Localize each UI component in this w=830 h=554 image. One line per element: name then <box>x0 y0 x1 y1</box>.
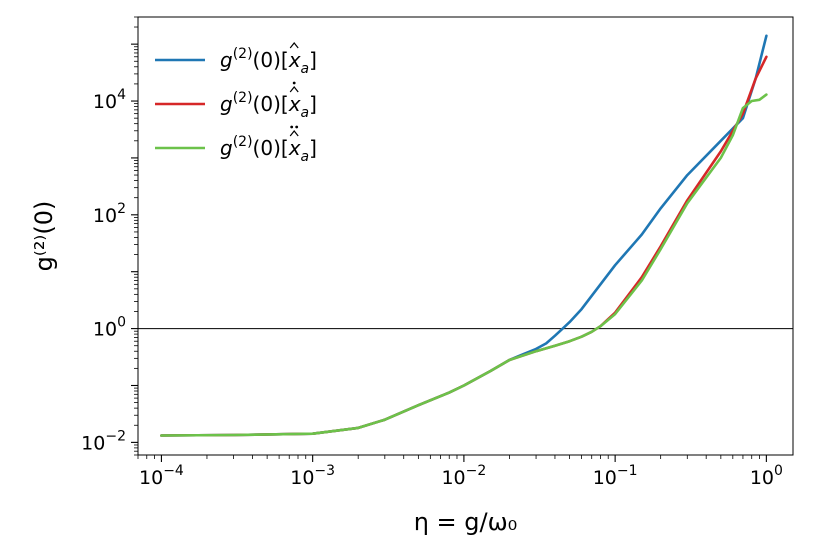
legend-label-xa-dot: g(2)(0)[xa] <box>220 90 317 121</box>
legend-label-xa: g(2)(0)[xa] <box>220 46 317 77</box>
x-tick-label: 100 <box>750 463 783 489</box>
x-tick-label: 10−3 <box>290 463 335 489</box>
y-tick-label: 10−2 <box>81 428 126 454</box>
hat-accent-mark <box>289 130 299 137</box>
plot-area <box>138 34 793 437</box>
plot-frame <box>137 16 794 456</box>
x-axis-title: η = g/ω₀ <box>414 508 518 536</box>
legend-label-xa-ddot: g(2)(0)[xa] <box>220 134 317 165</box>
series-line-xa-ddot <box>160 93 768 437</box>
dot-accent-mark <box>295 125 299 129</box>
hat-accent-mark <box>289 42 299 49</box>
dot-accent-mark <box>292 81 296 85</box>
y-tick-label: 100 <box>93 315 126 341</box>
y-tick-label: 104 <box>93 87 126 113</box>
x-tick-label: 10−1 <box>593 463 638 489</box>
y-tick-label: 102 <box>93 201 126 227</box>
x-tick-label: 10−2 <box>441 463 486 489</box>
dot-accent-mark <box>290 125 294 129</box>
hat-accent-mark <box>289 86 299 93</box>
y-axis-title: g⁽²⁾(0) <box>30 201 58 272</box>
legend: g(2)(0)[xa] g(2)(0)[xa] g(2)(0)[xa] <box>155 42 317 165</box>
axis-ticks: 10−4 10−3 10−2 10−1 100 10−2 100 102 104 <box>81 16 783 489</box>
x-tick-label: 10−4 <box>139 463 184 489</box>
